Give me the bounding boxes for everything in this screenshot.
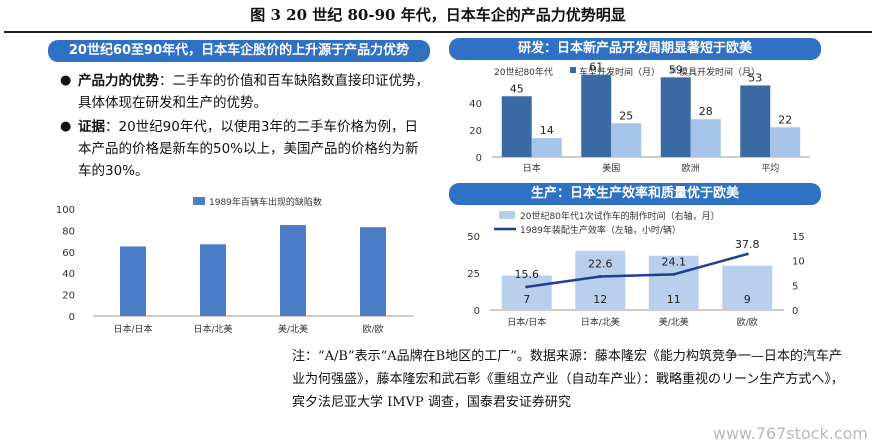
y-tick-label-right: 0 <box>792 306 798 317</box>
bar <box>280 225 306 316</box>
legend-label: 20世纪80年代1次试作车的制作时间（右轴，月） <box>520 210 720 222</box>
bar <box>611 123 642 157</box>
source-note: 注：“A/B”表示“A品牌在B地区的工厂”。数据来源：藤本隆宏《能力构筑竞争一—… <box>292 349 844 410</box>
y-tick-label: 80 <box>62 226 75 237</box>
y-tick-label: 60 <box>62 248 75 259</box>
legend-swatch <box>570 67 576 73</box>
bar <box>501 96 532 157</box>
data-label: 14 <box>540 124 554 137</box>
data-label: 37.8 <box>735 238 760 251</box>
production-efficiency-chart: 20世纪80年代1次试作车的制作时间（右轴，月） 1989年装配生产效率（左轴，小… <box>467 210 805 328</box>
bar <box>690 119 721 157</box>
data-label: 22.6 <box>588 258 613 271</box>
line-point <box>745 252 749 256</box>
x-tick-label: 日本/日本 <box>113 323 152 335</box>
y-tick-label-right: 10 <box>792 257 805 268</box>
data-label: 61 <box>589 62 603 74</box>
title-rule <box>4 31 872 33</box>
x-tick-label: 欧/欧 <box>737 316 758 328</box>
data-label: 45 <box>510 82 524 95</box>
y-tick-label: 0 <box>69 312 75 323</box>
x-tick-label: 欧洲 <box>682 162 700 174</box>
x-tick-label: 日本/日本 <box>507 316 546 328</box>
bar <box>581 74 612 157</box>
data-label: 59 <box>669 63 683 76</box>
left-panel-header: 20世纪60至90年代，日本车企股价的上升源于产品力优势 <box>48 40 430 62</box>
bullet-heading: 证据 <box>78 119 105 135</box>
data-label: 9 <box>744 293 751 306</box>
x-tick-label: 美/北美 <box>659 316 689 328</box>
bar <box>660 77 691 157</box>
figure-title: 图 3 20 世纪 80-90 年代，日本车企的产品力优势明显 <box>250 6 626 24</box>
legend-swatch <box>193 197 205 205</box>
line-point <box>598 275 602 279</box>
x-tick-label: 日本/北美 <box>193 323 232 335</box>
x-tick-label: 日本/北美 <box>581 316 620 328</box>
bullet-text: ：二手车的价值和百车缺陷数直接印证优势，具体体现在研发和生产的优势。 <box>78 73 429 111</box>
bar <box>722 265 773 310</box>
y-tick-label: 40 <box>469 99 482 110</box>
bar <box>531 138 562 157</box>
bullet-list: ● 产品力的优势：二手车的价值和百车缺陷数直接印证优势，具体体现在研发和生产的优… <box>60 70 430 184</box>
x-tick-label: 日本 <box>523 162 541 174</box>
development-time-chart: 20世纪80年代 车型开发时间（月） 模具开发时间（月）020404514日本612… <box>469 62 810 174</box>
y-tick-label: 20 <box>469 126 482 137</box>
legend-label: 1989年百辆车出现的缺陷数 <box>209 196 322 208</box>
data-label: 24.1 <box>662 255 687 268</box>
y-tick-label: 100 <box>56 205 75 216</box>
bullet-item-2: ● 证据：20世纪90年代，以使用3年的二手车价格为例，日本产品的价格是新车的5… <box>60 116 430 182</box>
bullet-item-1: ● 产品力的优势：二手车的价值和百车缺陷数直接印证优势，具体体现在研发和生产的优… <box>60 70 430 114</box>
y-tick-label-left: 0 <box>474 306 480 317</box>
y-tick-label-left: 50 <box>467 232 480 243</box>
watermark: www.767stock.com <box>712 424 868 443</box>
line-point <box>525 285 529 289</box>
data-label: 53 <box>748 71 762 84</box>
y-tick-label-left: 25 <box>467 269 480 280</box>
y-tick-label-right: 5 <box>792 281 798 292</box>
y-tick-label-right: 15 <box>792 232 805 243</box>
data-label: 12 <box>593 293 607 306</box>
defects-chart: 1989年百辆车出现的缺陷数 0 20 40 60 80 100 日本/日本 日本/北美 美/北美… <box>56 196 413 335</box>
bar <box>740 85 771 157</box>
bar <box>575 250 626 310</box>
y-tick-label: 0 <box>476 153 482 164</box>
legend-label: 模具开发时间（月） <box>679 66 760 78</box>
bullet-heading: 产品力的优势 <box>78 73 159 89</box>
y-tick-label: 20 <box>62 291 75 302</box>
x-tick-label: 平均 <box>761 162 779 174</box>
bar <box>200 244 226 316</box>
bullet-dot-icon: ● <box>60 73 72 88</box>
line-point <box>672 272 676 276</box>
bar <box>120 246 146 316</box>
right-top-header: 研发：日本新产品开发周期显著短于欧美 <box>449 38 821 60</box>
x-tick-label: 欧/欧 <box>362 323 383 335</box>
right-bottom-header: 生产：日本生产效率和质量优于欧美 <box>449 183 821 205</box>
bar <box>770 127 801 157</box>
legend-title: 20世纪80年代 <box>494 66 553 78</box>
legend-swatch <box>670 67 676 73</box>
data-label: 11 <box>667 293 681 306</box>
bar <box>501 275 552 310</box>
x-tick-label: 美国 <box>602 162 620 174</box>
x-tick-label: 美/北美 <box>278 323 308 335</box>
legend-swatch <box>499 211 515 219</box>
data-label: 7 <box>523 293 530 306</box>
legend-label: 1989年装配生产效率（左轴，小时/辆） <box>520 224 681 236</box>
bar <box>360 227 386 316</box>
data-label: 25 <box>619 109 633 122</box>
data-label: 28 <box>699 105 713 118</box>
y-tick-label: 40 <box>62 269 75 280</box>
data-label: 15.6 <box>515 268 540 281</box>
data-label: 22 <box>778 113 792 126</box>
bullet-text: ：20世纪90年代，以使用3年的二手车价格为例，日本产品的价格是新车的50%以上… <box>78 119 419 179</box>
series-line <box>526 252 748 289</box>
bar <box>648 255 699 310</box>
bullet-dot-icon: ● <box>60 119 72 134</box>
